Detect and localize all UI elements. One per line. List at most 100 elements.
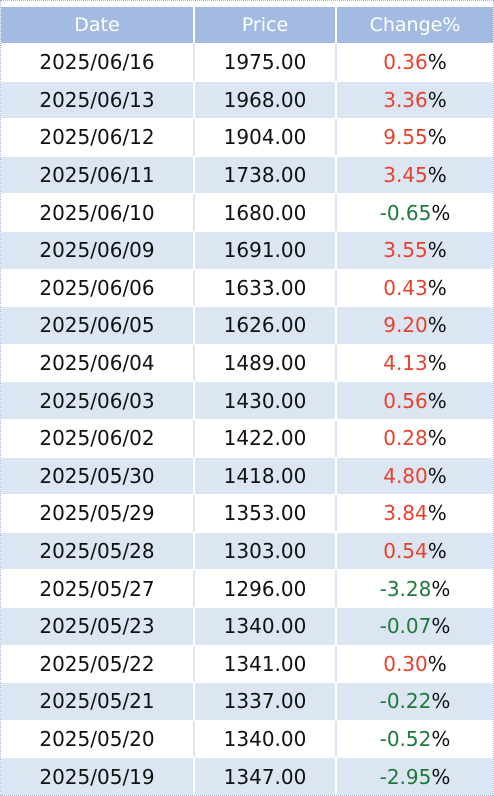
date-cell: 2025/05/29 <box>1 495 195 532</box>
price-cell: 1337.00 <box>195 683 337 720</box>
date-cell: 2025/06/16 <box>1 44 195 81</box>
price-cell: 1296.00 <box>195 570 337 607</box>
percent-sign: % <box>427 651 447 676</box>
date-cell: 2025/06/03 <box>1 382 195 419</box>
price-cell: 1347.00 <box>195 758 337 795</box>
date-cell: 2025/06/02 <box>1 419 195 457</box>
table-row: 2025/05/28 1303.00 0.54% <box>1 531 493 570</box>
price-cell: 1340.00 <box>195 607 337 645</box>
date-cell: 2025/06/12 <box>1 119 195 156</box>
header-date[interactable]: Date <box>1 7 195 43</box>
table-row: 2025/06/10 1680.00 -0.65% <box>1 193 493 231</box>
change-value: -0.22 <box>379 689 432 714</box>
percent-sign: % <box>427 539 447 564</box>
price-cell: 1904.00 <box>195 119 337 156</box>
change-value: 3.84 <box>383 501 428 526</box>
table-row: 2025/06/05 1626.00 9.20% <box>1 306 493 344</box>
change-cell: 3.55% <box>337 232 493 269</box>
date-cell: 2025/05/23 <box>1 607 195 645</box>
date-cell: 2025/05/22 <box>1 645 195 683</box>
change-cell: -0.07% <box>337 608 493 645</box>
percent-sign: % <box>427 313 447 338</box>
change-value: 3.55 <box>383 238 428 263</box>
change-value: -0.65 <box>379 200 432 225</box>
percent-sign: % <box>427 163 447 188</box>
table-row: 2025/05/29 1353.00 3.84% <box>1 494 493 532</box>
price-cell: 1303.00 <box>195 532 337 570</box>
table-row: 2025/05/27 1296.00 -3.28% <box>1 569 493 607</box>
change-value: -0.52 <box>379 726 432 751</box>
percent-sign: % <box>431 614 451 639</box>
date-cell: 2025/05/21 <box>1 683 195 720</box>
price-cell: 1680.00 <box>195 194 337 231</box>
percent-sign: % <box>427 351 447 376</box>
percent-sign: % <box>431 576 451 601</box>
percent-sign: % <box>427 388 447 413</box>
table-row: 2025/06/02 1422.00 0.28% <box>1 418 493 457</box>
change-value: 3.36 <box>383 87 428 112</box>
date-cell: 2025/06/05 <box>1 307 195 344</box>
date-cell: 2025/05/20 <box>1 720 195 758</box>
header-price[interactable]: Price <box>195 7 337 43</box>
change-value: 0.56 <box>383 388 428 413</box>
price-cell: 1341.00 <box>195 645 337 683</box>
change-value: 3.45 <box>383 163 428 188</box>
date-cell: 2025/06/04 <box>1 344 195 382</box>
price-cell: 1353.00 <box>195 495 337 532</box>
percent-sign: % <box>431 689 451 714</box>
percent-sign: % <box>431 200 451 225</box>
change-value: 0.36 <box>383 50 428 75</box>
price-cell: 1489.00 <box>195 344 337 382</box>
percent-sign: % <box>427 238 447 263</box>
change-value: 9.55 <box>383 125 428 150</box>
percent-sign: % <box>431 726 451 751</box>
change-value: 4.80 <box>383 463 428 488</box>
percent-sign: % <box>427 50 447 75</box>
date-cell: 2025/06/13 <box>1 81 195 119</box>
change-cell: 0.43% <box>337 270 493 307</box>
change-cell: 9.55% <box>337 119 493 156</box>
change-cell: 0.30% <box>337 646 493 683</box>
date-cell: 2025/05/30 <box>1 457 195 495</box>
date-cell: 2025/06/09 <box>1 231 195 269</box>
price-cell: 1968.00 <box>195 81 337 119</box>
table-row: 2025/05/21 1337.00 -0.22% <box>1 682 493 720</box>
change-value: 0.54 <box>383 539 428 564</box>
change-cell: 3.45% <box>337 157 493 194</box>
date-cell: 2025/06/10 <box>1 194 195 231</box>
price-cell: 1422.00 <box>195 419 337 457</box>
table-row: 2025/06/12 1904.00 9.55% <box>1 118 493 156</box>
price-cell: 1738.00 <box>195 156 337 194</box>
table-row: 2025/05/22 1341.00 0.30% <box>1 644 493 683</box>
percent-sign: % <box>427 426 447 451</box>
percent-sign: % <box>427 275 447 300</box>
date-cell: 2025/05/27 <box>1 570 195 607</box>
change-value: 0.30 <box>383 651 428 676</box>
table-row: 2025/05/30 1418.00 4.80% <box>1 456 493 495</box>
table-row: 2025/06/04 1489.00 4.13% <box>1 343 493 382</box>
change-value: 0.28 <box>383 426 428 451</box>
change-cell: 0.28% <box>337 420 493 457</box>
percent-sign: % <box>427 501 447 526</box>
change-cell: 4.13% <box>337 345 493 382</box>
price-cell: 1633.00 <box>195 269 337 307</box>
table-header: Date Price Change% <box>1 7 493 43</box>
change-cell: -0.52% <box>337 721 493 758</box>
change-value: -0.07 <box>379 614 432 639</box>
change-cell: -0.65% <box>337 194 493 231</box>
change-cell: 3.84% <box>337 495 493 532</box>
date-cell: 2025/05/28 <box>1 532 195 570</box>
price-cell: 1626.00 <box>195 307 337 344</box>
table-row: 2025/06/13 1968.00 3.36% <box>1 80 493 119</box>
price-cell: 1691.00 <box>195 231 337 269</box>
change-cell: 0.56% <box>337 382 493 419</box>
date-cell: 2025/06/06 <box>1 269 195 307</box>
table-bottom-border <box>1 794 493 796</box>
header-change[interactable]: Change% <box>369 14 461 36</box>
change-value: 4.13 <box>383 351 428 376</box>
percent-sign: % <box>427 125 447 150</box>
change-cell: 0.54% <box>337 533 493 570</box>
change-cell: 9.20% <box>337 307 493 344</box>
table-row: 2025/06/06 1633.00 0.43% <box>1 268 493 307</box>
